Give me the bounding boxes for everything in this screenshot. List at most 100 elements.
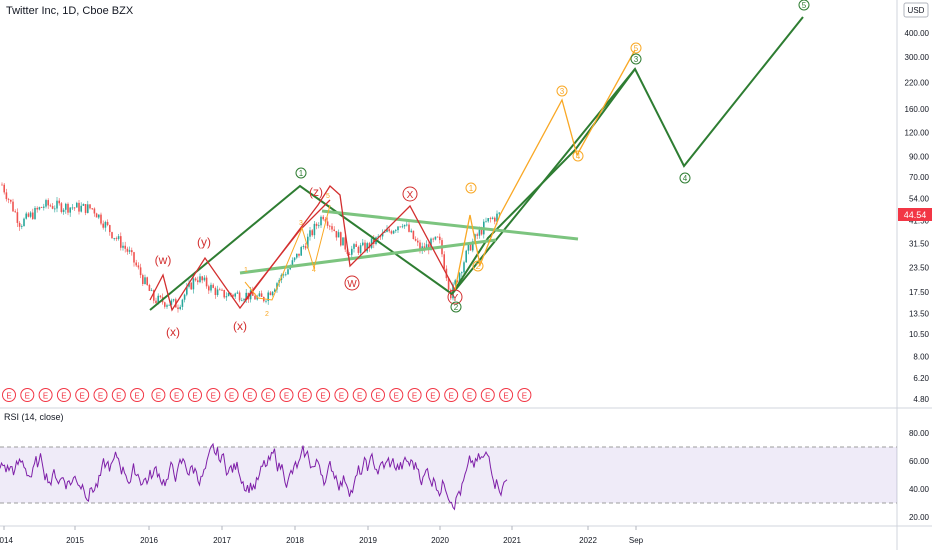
earnings-marker[interactable] xyxy=(224,388,239,402)
earnings-marker[interactable] xyxy=(130,388,145,402)
earnings-marker-label: E xyxy=(25,392,30,401)
candle-body xyxy=(51,206,54,209)
earnings-marker[interactable] xyxy=(334,388,349,402)
earnings-marker[interactable] xyxy=(206,388,221,402)
time-tick-label: 2022 xyxy=(579,536,597,545)
rsi-line xyxy=(0,442,508,511)
earnings-marker[interactable] xyxy=(371,388,385,402)
candle-body xyxy=(135,262,137,266)
price-tick-label: 54.00 xyxy=(909,195,930,204)
earnings-marker[interactable] xyxy=(444,388,459,402)
candle-body xyxy=(307,236,309,249)
earnings-marker[interactable] xyxy=(75,388,90,402)
earnings-marker[interactable] xyxy=(352,388,367,402)
wave-label: 3 xyxy=(299,220,303,227)
last-price-value: 44.54 xyxy=(904,210,927,220)
candle-body xyxy=(252,290,254,296)
candle-body xyxy=(403,224,406,227)
earnings-marker[interactable] xyxy=(462,388,477,402)
candle-body xyxy=(454,280,456,285)
earnings-marker[interactable] xyxy=(20,388,35,402)
candle-body xyxy=(472,241,474,251)
candle-body xyxy=(208,286,210,291)
earnings-marker-label: E xyxy=(98,392,103,401)
earnings-marker[interactable] xyxy=(169,388,184,402)
candle-body xyxy=(241,300,243,302)
candle-body xyxy=(311,230,313,236)
red-corrective-wave xyxy=(149,185,456,312)
candle-body xyxy=(485,221,487,223)
candle-body xyxy=(131,250,133,253)
candle-body xyxy=(331,226,333,230)
earnings-marker[interactable] xyxy=(111,388,126,402)
candle-body xyxy=(348,254,351,255)
earnings-marker-label: E xyxy=(302,392,307,401)
earnings-marker-label: E xyxy=(375,392,380,401)
wave-label: 2 xyxy=(476,262,481,271)
wave-drawings xyxy=(149,16,804,312)
rsi-tick-label: 60.00 xyxy=(909,457,930,466)
candle-body xyxy=(115,237,118,239)
earnings-marker[interactable] xyxy=(480,388,495,402)
wave-label: (w) xyxy=(155,253,172,267)
candle-body xyxy=(285,274,287,276)
earnings-marker[interactable] xyxy=(279,388,294,402)
wave-label: W xyxy=(347,279,357,290)
wave-label: 5 xyxy=(326,193,330,200)
candle-body xyxy=(122,245,124,248)
candle-body xyxy=(326,221,329,226)
earnings-marker[interactable] xyxy=(56,388,71,402)
price-pane xyxy=(0,0,897,408)
candle-body xyxy=(93,208,96,214)
candle-body xyxy=(447,278,450,290)
earnings-marker[interactable] xyxy=(242,388,257,402)
earnings-marker[interactable] xyxy=(297,388,312,402)
circle-marker xyxy=(679,172,691,184)
candle-body xyxy=(304,246,307,249)
earnings-marker-label: E xyxy=(339,392,344,401)
rsi-label: RSI (14, close) xyxy=(4,412,64,422)
earnings-marker[interactable] xyxy=(261,388,276,402)
candle-body xyxy=(373,238,375,244)
earnings-marker[interactable] xyxy=(93,388,108,402)
time-tick-label: 2014 xyxy=(0,536,13,545)
candle-body xyxy=(102,223,104,228)
candle-body xyxy=(397,226,399,231)
candle-body xyxy=(465,250,467,263)
time-tick-label: 2021 xyxy=(503,536,521,545)
earnings-marker[interactable] xyxy=(499,388,514,402)
time-tick-label: 2015 xyxy=(66,536,84,545)
candle-body xyxy=(425,244,428,250)
candle-body xyxy=(40,207,43,208)
earnings-marker[interactable] xyxy=(2,388,16,402)
earnings-marker[interactable] xyxy=(389,388,404,402)
earnings-marker[interactable] xyxy=(316,388,331,402)
earnings-marker[interactable] xyxy=(188,388,202,402)
candle-body xyxy=(357,246,360,253)
candle-body xyxy=(298,253,300,256)
candle-body xyxy=(399,226,401,228)
currency-button[interactable] xyxy=(903,2,929,18)
price-tick-label: 220.00 xyxy=(905,78,930,87)
price-tick-label: 400.00 xyxy=(905,29,930,38)
wave-label: (z) xyxy=(309,185,323,199)
candle-body xyxy=(14,211,16,213)
candle-body xyxy=(491,217,494,219)
wave-label: 4 xyxy=(576,152,581,161)
earnings-marker[interactable] xyxy=(151,388,166,402)
earnings-marker-label: E xyxy=(156,392,161,401)
candle-body xyxy=(113,237,115,239)
earnings-marker[interactable] xyxy=(407,388,422,402)
candle-body xyxy=(243,299,245,301)
earnings-marker[interactable] xyxy=(425,388,440,402)
candle-body xyxy=(27,213,30,217)
candle-body xyxy=(329,225,331,227)
candle-body xyxy=(412,230,415,240)
price-tick-label: 6.20 xyxy=(913,374,929,383)
earnings-marker-label: E xyxy=(449,392,454,401)
candle-body xyxy=(179,306,181,310)
time-tick-label: 2019 xyxy=(359,536,377,545)
earnings-marker[interactable] xyxy=(517,388,532,402)
earnings-marker[interactable] xyxy=(38,388,53,402)
